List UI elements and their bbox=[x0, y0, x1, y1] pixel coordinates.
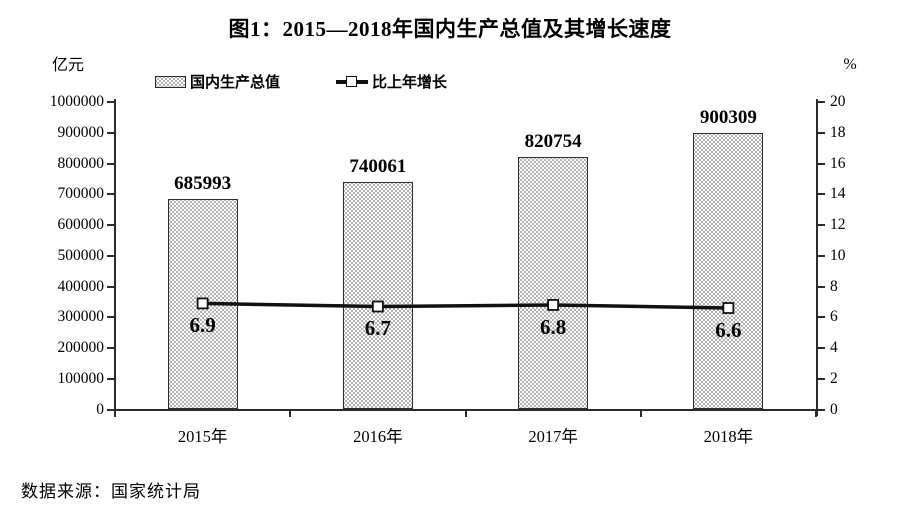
legend-item-growth: 比上年增长 bbox=[336, 71, 447, 92]
growth-value-label: 6.9 bbox=[189, 313, 216, 338]
y-axis-right-tick bbox=[816, 408, 825, 411]
y-axis-right-tick-label: 0 bbox=[830, 400, 838, 418]
growth-value-label: 6.7 bbox=[364, 316, 391, 341]
y-axis-left-tick bbox=[107, 224, 115, 226]
y-axis-right-tick bbox=[816, 193, 825, 196]
chart-title: 图1：2015—2018年国内生产总值及其增长速度 bbox=[228, 17, 672, 41]
y-axis-left-tick-label: 0 bbox=[96, 400, 104, 418]
x-axis-tick bbox=[114, 409, 116, 417]
x-axis-tick bbox=[464, 409, 467, 417]
y-axis-left-tick bbox=[107, 316, 115, 319]
left-axis-unit-label: 亿元 bbox=[51, 57, 84, 74]
legend-label-growth: 比上年增长 bbox=[372, 75, 448, 91]
line-swatch-marker bbox=[346, 75, 358, 87]
y-axis-left-tick bbox=[107, 193, 115, 196]
x-axis-category-label: 2015年 bbox=[177, 426, 228, 446]
y-axis-left-tick-label: 1000000 bbox=[49, 93, 104, 110]
growth-value-label: 6.8 bbox=[540, 314, 567, 339]
y-axis-right-tick-label: 18 bbox=[830, 123, 846, 141]
chart-legend: 国内生产总值 比上年增长 bbox=[155, 71, 447, 92]
bar-value-label: 900309 bbox=[699, 106, 757, 128]
y-axis-left-tick-label: 500000 bbox=[57, 246, 105, 264]
right-axis-unit-label: % bbox=[843, 56, 857, 73]
y-axis-right-tick bbox=[816, 224, 825, 226]
y-axis-right-tick bbox=[816, 254, 825, 257]
growth-line bbox=[196, 297, 735, 314]
y-axis-left-tick-label: 900000 bbox=[57, 123, 105, 141]
bar-value-label: 740061 bbox=[349, 155, 407, 177]
y-axis-right-tick bbox=[816, 316, 825, 319]
line-marker-swatch-icon bbox=[336, 75, 369, 88]
y-axis-left-tick bbox=[107, 377, 115, 380]
bar-value-label: 685993 bbox=[174, 172, 232, 194]
bar-swatch-icon bbox=[155, 75, 186, 88]
y-axis-right-tick-label: 2 bbox=[830, 369, 838, 387]
y-axis-right-tick bbox=[816, 285, 825, 288]
x-axis-tick bbox=[289, 409, 292, 417]
y-axis-right-tick-label: 4 bbox=[830, 339, 838, 356]
x-axis-tick bbox=[639, 409, 642, 417]
y-axis-left-tick-label: 200000 bbox=[57, 339, 105, 356]
growth-value-label: 6.6 bbox=[715, 318, 742, 343]
legend-item-gdp: 国内生产总值 bbox=[155, 71, 280, 92]
y-axis-left-tick-label: 400000 bbox=[57, 277, 105, 295]
y-axis-left-tick bbox=[107, 131, 115, 134]
y-axis-right-tick-label: 8 bbox=[830, 277, 838, 295]
y-axis-right-tick bbox=[816, 101, 825, 103]
y-axis-left-tick bbox=[107, 285, 115, 288]
y-axis-right-tick-label: 20 bbox=[830, 93, 846, 110]
y-axis-right-tick-label: 10 bbox=[830, 246, 846, 264]
legend-label-gdp: 国内生产总值 bbox=[190, 75, 281, 91]
x-axis-tick bbox=[815, 409, 817, 417]
x-axis-category-label: 2016年 bbox=[353, 426, 403, 446]
y-axis-right-tick bbox=[816, 347, 825, 349]
y-axis-right-tick-label: 16 bbox=[830, 154, 846, 172]
y-axis-left-tick bbox=[107, 408, 115, 411]
source-note: 数据来源：国家统计局 bbox=[21, 482, 201, 501]
y-axis-left-tick bbox=[107, 254, 115, 257]
growth-line-path bbox=[202, 301, 729, 310]
y-axis-left-tick bbox=[107, 162, 115, 165]
y-axis-right-tick bbox=[816, 162, 825, 165]
y-axis-right-tick-label: 6 bbox=[830, 308, 838, 326]
x-axis-category-label: 2018年 bbox=[703, 426, 754, 446]
growth-marker bbox=[547, 299, 560, 311]
bar-value-label: 820754 bbox=[524, 131, 582, 153]
y-axis-left-tick-label: 300000 bbox=[57, 308, 105, 326]
y-axis-right-tick-label: 12 bbox=[830, 216, 846, 233]
y-axis-right-tick bbox=[816, 377, 825, 380]
bar-2017年 bbox=[518, 157, 589, 410]
bar-2016年 bbox=[342, 181, 413, 410]
growth-marker bbox=[196, 297, 209, 310]
growth-marker bbox=[722, 302, 735, 314]
y-axis-left-line bbox=[113, 99, 116, 416]
y-axis-left-tick-label: 600000 bbox=[57, 216, 105, 233]
y-axis-left-tick-label: 100000 bbox=[57, 369, 105, 387]
y-axis-right-tick-label: 14 bbox=[830, 185, 846, 203]
y-axis-right-tick bbox=[816, 131, 825, 134]
y-axis-left-tick-label: 800000 bbox=[57, 154, 105, 172]
y-axis-left-tick bbox=[107, 347, 115, 349]
bar-2018年 bbox=[693, 132, 764, 410]
y-axis-right-line bbox=[815, 99, 818, 416]
y-axis-left-tick bbox=[107, 101, 115, 103]
growth-marker bbox=[371, 300, 384, 313]
x-axis-category-label: 2017年 bbox=[528, 426, 578, 446]
y-axis-left-tick-label: 700000 bbox=[57, 185, 105, 203]
